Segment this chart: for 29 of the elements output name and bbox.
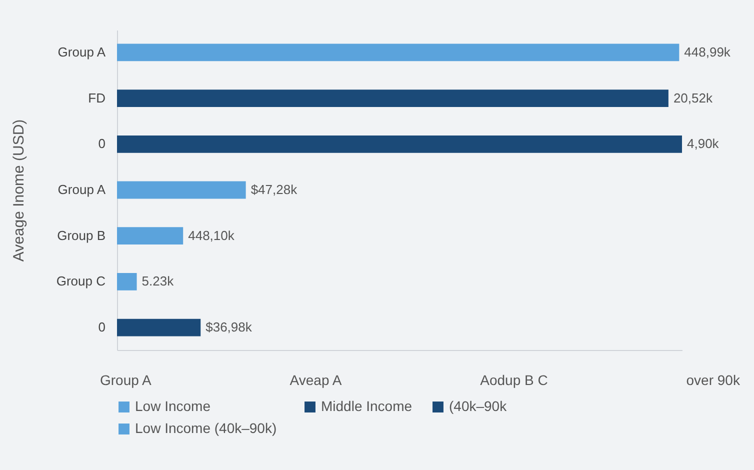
bar bbox=[117, 181, 246, 199]
bar bbox=[117, 135, 682, 153]
y-tick-label: Group A bbox=[58, 182, 106, 197]
bar bbox=[117, 318, 201, 336]
text: Aodup B C bbox=[480, 372, 548, 388]
text: 4,90k bbox=[687, 136, 719, 152]
text: 20,52k bbox=[673, 90, 712, 106]
y-tick-label: Group A bbox=[58, 44, 106, 60]
text: $36,98k bbox=[206, 320, 252, 335]
text: 448,10k bbox=[188, 228, 234, 243]
bar bbox=[117, 272, 137, 290]
text: 448,99k bbox=[684, 44, 730, 60]
y-tick-label: Group B bbox=[57, 228, 106, 243]
text: $47,28k bbox=[250, 182, 298, 197]
legend-label: Middle Income bbox=[321, 398, 412, 414]
text: 5.23k bbox=[142, 274, 174, 289]
legend-label: (40k–90k bbox=[449, 398, 508, 414]
y-tick-label: FD bbox=[88, 90, 106, 106]
text: Aveap A bbox=[290, 372, 342, 388]
bar bbox=[117, 227, 184, 245]
y-tick-label: 0 bbox=[98, 136, 106, 152]
legend-label: Low Income (40k–90k) bbox=[135, 420, 277, 436]
bar bbox=[117, 44, 680, 62]
text: over 90k bbox=[686, 372, 740, 388]
y-tick-label: Group C bbox=[56, 274, 106, 289]
y-axis-title: Aveage Inome (USD) bbox=[10, 119, 28, 262]
bar bbox=[117, 90, 668, 108]
legend-label: Low Income bbox=[135, 398, 211, 414]
y-tick-label: 0 bbox=[98, 320, 106, 335]
